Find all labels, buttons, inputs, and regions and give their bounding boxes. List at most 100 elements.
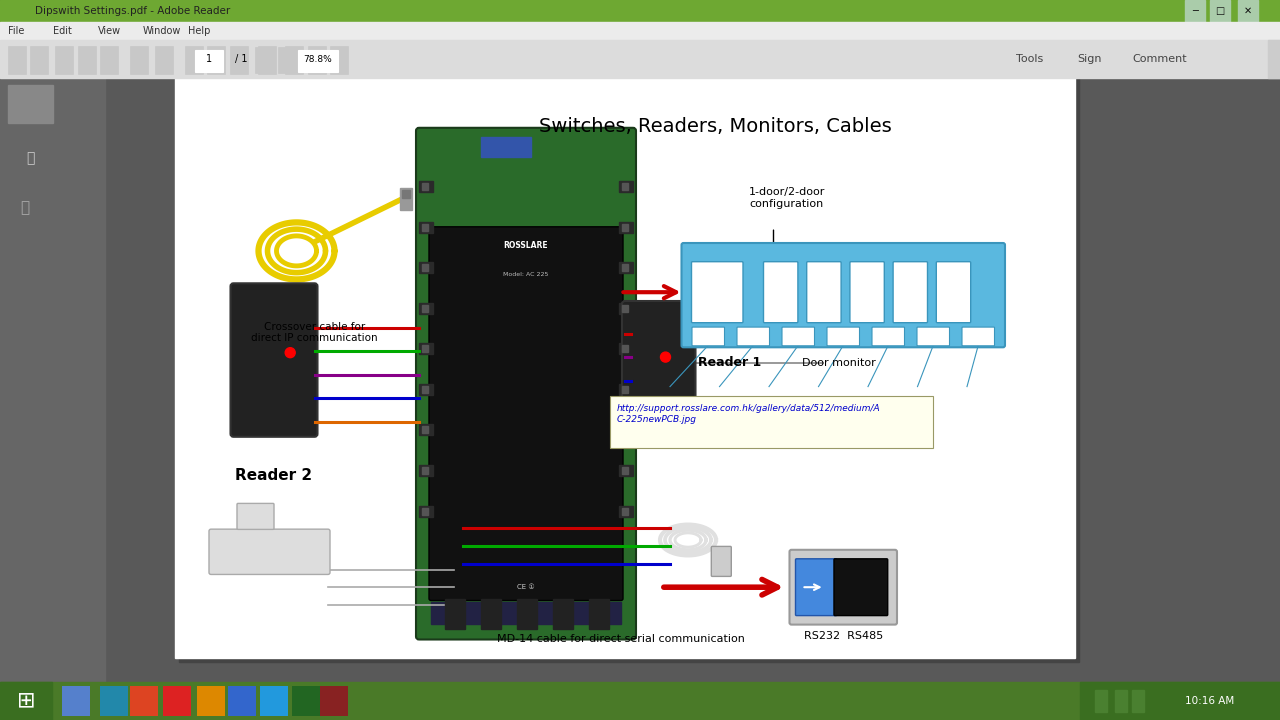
Text: 1-door/2-door
configuration: 1-door/2-door configuration [749,187,826,209]
Bar [422,224,428,230]
Bar [553,598,573,629]
FancyBboxPatch shape [782,327,814,346]
Bar [259,46,276,74]
Bar [399,188,412,210]
Text: 10:16 AM: 10:16 AM [1185,696,1235,706]
FancyBboxPatch shape [622,301,695,425]
Bar [0,682,1280,720]
FancyBboxPatch shape [790,550,897,625]
Text: Door monitor: Door monitor [803,358,877,368]
Circle shape [285,348,296,358]
Bar [131,686,157,716]
Bar [402,190,410,198]
Bar [320,686,348,716]
FancyBboxPatch shape [691,261,742,323]
Bar [419,302,433,314]
Bar [186,46,204,74]
Bar [0,682,52,720]
Bar [255,47,273,73]
FancyBboxPatch shape [799,320,879,347]
Bar [155,46,173,74]
Text: Tools: Tools [1016,54,1043,64]
Text: 📎: 📎 [20,200,29,215]
Bar [29,46,49,74]
Bar [622,264,628,271]
Text: Crossover cable for
direct IP communication: Crossover cable for direct IP communicat… [251,322,378,343]
Bar [622,183,628,190]
Text: http://support.rosslare.com.hk/gallery/data/512/medium/A
C-225newPCB.jpg: http://support.rosslare.com.hk/gallery/d… [617,405,881,424]
Bar [622,467,628,474]
FancyBboxPatch shape [230,283,317,437]
Bar [422,305,428,312]
FancyBboxPatch shape [237,503,274,529]
Text: Window: Window [143,26,182,36]
Text: CE ①: CE ① [517,584,535,590]
Text: File: File [8,26,24,36]
FancyBboxPatch shape [609,397,933,449]
Bar [100,686,128,716]
Bar [419,424,433,436]
FancyBboxPatch shape [850,261,884,323]
Bar [419,222,433,233]
FancyBboxPatch shape [737,327,769,346]
FancyBboxPatch shape [884,320,937,347]
Bar [0,22,1280,40]
FancyBboxPatch shape [893,261,928,323]
Bar [620,222,634,233]
Bar [207,46,225,74]
Bar [61,686,90,716]
Bar [481,598,500,629]
Text: Edit: Edit [52,26,72,36]
Text: MD-14 cable for direct serial communication: MD-14 cable for direct serial communicat… [497,634,745,644]
Bar [620,505,634,516]
Bar [422,467,428,474]
Bar [622,305,628,312]
FancyBboxPatch shape [916,327,950,346]
Circle shape [660,352,671,362]
Text: 1: 1 [206,54,212,64]
Bar [1185,0,1204,22]
Bar [260,686,288,716]
Text: Panel address: Panel address [823,398,895,408]
Bar [620,302,634,314]
Bar [419,343,433,354]
Bar [1268,40,1280,78]
FancyBboxPatch shape [872,327,905,346]
Bar [422,508,428,515]
Bar [1115,690,1126,712]
Bar [179,72,1079,662]
Bar [419,465,433,476]
Text: RS232  RS485: RS232 RS485 [804,631,883,641]
Text: Model: AC 225: Model: AC 225 [503,272,549,277]
Bar [422,264,428,271]
Bar [1094,690,1107,712]
Bar [481,137,531,156]
Bar [0,40,1280,78]
Text: Help: Help [188,26,210,36]
Bar [589,598,609,629]
Bar [622,386,628,393]
FancyBboxPatch shape [795,559,837,616]
FancyBboxPatch shape [936,261,970,323]
FancyBboxPatch shape [209,529,330,575]
Bar [55,46,73,74]
Text: Dipswith Settings.pdf - Adobe Reader: Dipswith Settings.pdf - Adobe Reader [35,6,230,16]
Bar [278,47,296,73]
FancyBboxPatch shape [963,327,995,346]
Bar [419,384,433,395]
Bar [292,686,320,716]
Bar [620,343,634,354]
Bar [131,46,148,74]
Text: □: □ [1216,6,1225,16]
FancyBboxPatch shape [429,227,623,600]
Bar [308,46,326,74]
FancyBboxPatch shape [827,327,859,346]
Bar [419,262,433,273]
Bar [0,78,105,682]
Bar [175,68,1075,658]
Bar [1238,0,1258,22]
Bar [622,426,628,433]
Bar [622,224,628,230]
Bar [422,426,428,433]
Text: View: View [99,26,122,36]
